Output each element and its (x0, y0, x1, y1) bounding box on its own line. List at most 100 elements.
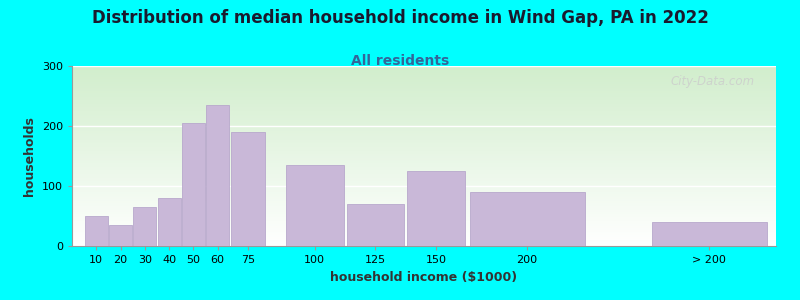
Bar (72, 163, 776, 165)
Bar (72, 190, 776, 192)
Bar (72, 116, 776, 118)
Bar (72, 111, 776, 113)
Bar (72, 147, 776, 149)
Bar (72, 219, 776, 221)
Bar (72, 86, 776, 88)
Bar (72, 196, 776, 197)
Bar (72, 79, 776, 80)
Bar (72, 80, 776, 82)
Bar (72, 73, 776, 75)
Bar (72, 89, 776, 91)
Text: City-Data.com: City-Data.com (670, 75, 755, 88)
Bar (72, 199, 776, 201)
Bar (72, 97, 776, 98)
Bar (72, 127, 776, 129)
Bar (72, 217, 776, 219)
Bar (72, 71, 776, 73)
Bar (72, 212, 776, 214)
Bar (72, 109, 776, 111)
Bar (72, 91, 776, 93)
Bar (72, 215, 776, 217)
Bar (72, 174, 776, 176)
Bar (72, 160, 776, 161)
Bar (72, 98, 776, 100)
Bar (72, 221, 776, 223)
Bar (72, 203, 776, 205)
Bar (72, 224, 776, 226)
Bar (72, 152, 776, 154)
Bar (72, 106, 776, 107)
Bar (72, 181, 776, 183)
Bar (72, 183, 776, 185)
Bar (72, 179, 776, 181)
Bar (72, 223, 776, 224)
X-axis label: household income ($1000): household income ($1000) (330, 271, 518, 284)
Bar (72, 134, 776, 136)
Bar (72, 158, 776, 160)
Bar (72, 187, 776, 188)
Bar (72, 140, 776, 142)
Bar (72, 192, 776, 194)
Bar (72, 142, 776, 143)
Bar (72, 230, 776, 232)
Bar (72, 210, 776, 212)
Bar (346, 204, 404, 246)
Bar (72, 88, 776, 89)
Bar (407, 171, 465, 246)
Bar (72, 165, 776, 167)
Bar (230, 132, 266, 246)
Bar (72, 235, 776, 237)
Bar (72, 214, 776, 215)
Bar (72, 241, 776, 242)
Bar (72, 70, 776, 71)
Bar (72, 167, 776, 169)
Bar (72, 151, 776, 152)
Bar (134, 207, 156, 246)
Bar (72, 113, 776, 115)
Bar (286, 165, 343, 246)
Bar (72, 129, 776, 131)
Bar (72, 194, 776, 196)
Bar (72, 104, 776, 106)
Bar (206, 105, 229, 246)
Bar (72, 93, 776, 95)
Bar (72, 188, 776, 190)
Text: Distribution of median household income in Wind Gap, PA in 2022: Distribution of median household income … (91, 9, 709, 27)
Text: All residents: All residents (351, 54, 449, 68)
Bar (182, 123, 205, 246)
Bar (72, 242, 776, 244)
Bar (72, 170, 776, 172)
Bar (72, 161, 776, 163)
Bar (72, 233, 776, 235)
Bar (72, 201, 776, 203)
Bar (72, 237, 776, 239)
Bar (158, 198, 181, 246)
Bar (651, 222, 767, 246)
Bar (72, 82, 776, 84)
Bar (72, 197, 776, 199)
Bar (72, 244, 776, 246)
Bar (470, 192, 585, 246)
Y-axis label: households: households (23, 116, 36, 196)
Bar (72, 133, 776, 134)
Bar (72, 68, 776, 70)
Bar (85, 216, 108, 246)
Bar (72, 100, 776, 102)
Bar (72, 149, 776, 151)
Bar (72, 169, 776, 170)
Bar (72, 232, 776, 233)
Bar (72, 115, 776, 116)
Bar (109, 225, 132, 246)
Bar (72, 185, 776, 187)
Bar (72, 95, 776, 97)
Bar (72, 172, 776, 174)
Bar (72, 75, 776, 77)
Bar (72, 228, 776, 230)
Bar (72, 205, 776, 206)
Bar (72, 176, 776, 178)
Bar (72, 156, 776, 158)
Bar (72, 138, 776, 140)
Bar (72, 145, 776, 147)
Bar (72, 154, 776, 156)
Bar (72, 226, 776, 228)
